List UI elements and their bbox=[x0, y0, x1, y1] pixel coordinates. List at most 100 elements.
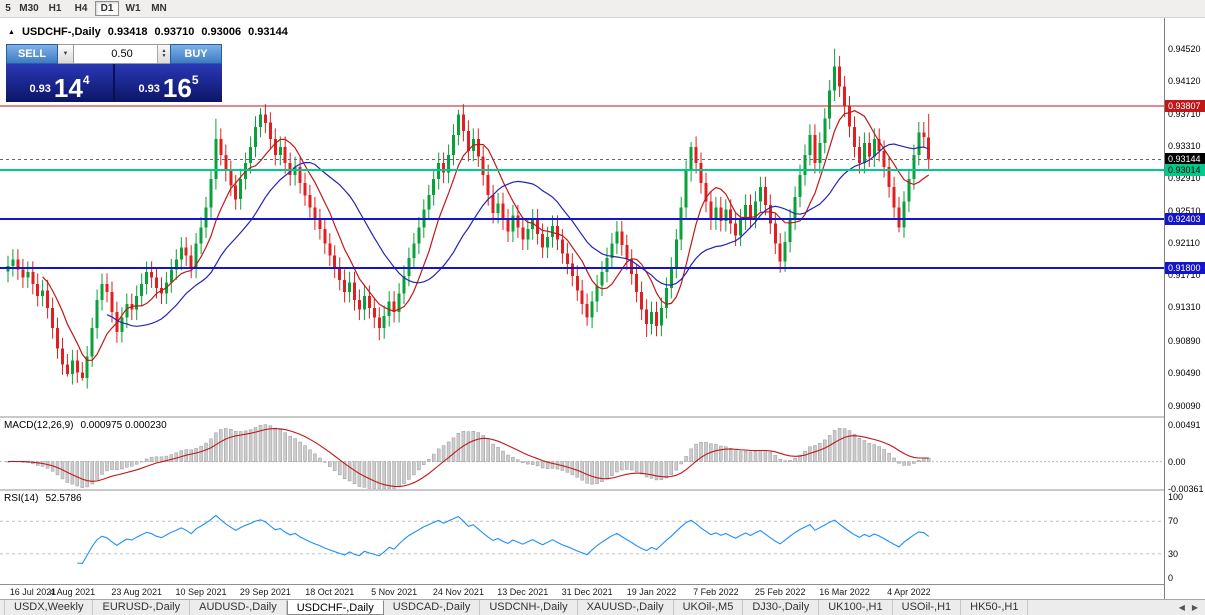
tab-uk100-h1[interactable]: UK100-,H1 bbox=[819, 600, 893, 615]
buy-price-big-digits: 16 bbox=[162, 73, 192, 103]
date-label: 7 Feb 2022 bbox=[693, 587, 739, 597]
rsi-tick: 100 bbox=[1168, 492, 1184, 502]
tab-xauusd-daily[interactable]: XAUUSD-,Daily bbox=[578, 600, 674, 615]
tab-usdx-weekly[interactable]: USDX,Weekly bbox=[4, 600, 94, 615]
ohlc-close: 0.93144 bbox=[248, 26, 288, 38]
candlestick-canvas[interactable] bbox=[0, 18, 1164, 416]
rsi-pane[interactable]: RSI(14) 52.5786 bbox=[0, 491, 1164, 584]
price-tick: 0.91710 bbox=[1168, 270, 1201, 280]
timeframe-d1[interactable]: D1 bbox=[95, 1, 119, 16]
tabs-scroll-right-icon[interactable]: ▶ bbox=[1191, 603, 1198, 612]
chevron-down-icon: ▼ bbox=[62, 51, 69, 57]
price-tick: 0.92110 bbox=[1168, 238, 1200, 248]
price-tag: 0.92403 bbox=[1165, 213, 1205, 225]
tab-usdchf-daily[interactable]: USDCHF-,Daily bbox=[286, 600, 384, 615]
price-tick: 0.94120 bbox=[1168, 76, 1201, 86]
tab-usoil-h1[interactable]: USOil-,H1 bbox=[893, 600, 962, 615]
timeframe-m30[interactable]: M30 bbox=[17, 1, 41, 16]
spinner-up-icon: ▲ bbox=[161, 48, 167, 54]
price-tick: 0.93310 bbox=[1168, 141, 1201, 151]
price-pane[interactable]: ▲ USDCHF-,Daily 0.93418 0.93710 0.93006 … bbox=[0, 18, 1164, 416]
price-tick: 0.92910 bbox=[1168, 173, 1201, 183]
price-tag: 0.93014 bbox=[1165, 164, 1205, 176]
chart-symbol-icon: ▲ bbox=[8, 29, 15, 36]
tab-audusd-daily[interactable]: AUDUSD-,Daily bbox=[190, 600, 287, 615]
time-axis[interactable]: 16 Jul 2021 4 Aug 2021 23 Aug 2021 10 Sep 2… bbox=[0, 584, 1164, 599]
date-label: 23 Aug 2021 bbox=[111, 587, 162, 597]
lot-spinner[interactable]: ▲ ▼ bbox=[157, 45, 170, 63]
rsi-canvas[interactable] bbox=[0, 491, 1164, 584]
buy-price-pipette: 5 bbox=[191, 73, 199, 87]
buy-price[interactable]: 0.93 16 5 bbox=[115, 64, 222, 102]
price-tick: 0.90090 bbox=[1168, 401, 1201, 411]
price-tick: 0.92510 bbox=[1168, 206, 1201, 216]
price-divider bbox=[113, 64, 115, 102]
tab-scroll-controls: ◀ ▶ bbox=[1172, 600, 1205, 615]
chart-tabs: USDX,Weekly EURUSD-,Daily AUDUSD-,Daily … bbox=[0, 599, 1205, 615]
sell-price-prefix: 0.93 bbox=[29, 83, 51, 95]
tab-usdcad-daily[interactable]: USDCAD-,Daily bbox=[384, 600, 481, 615]
date-label: 4 Apr 2022 bbox=[887, 587, 931, 597]
timeframe-toolbar: 5 M30 H1 H4 D1 W1 MN bbox=[0, 0, 1205, 18]
timeframe-w1[interactable]: W1 bbox=[121, 1, 145, 16]
tab-dj30-daily[interactable]: DJ30-,Daily bbox=[743, 600, 820, 615]
date-label: 19 Jan 2022 bbox=[626, 587, 677, 597]
price-tick: 0.93710 bbox=[1168, 109, 1201, 119]
date-label: 16 Mar 2022 bbox=[819, 587, 870, 597]
buy-button[interactable]: BUY bbox=[170, 44, 222, 64]
price-tick: 0.94520 bbox=[1168, 44, 1201, 54]
bid-ask-display: 0.93 14 4 0.93 16 5 bbox=[6, 64, 222, 102]
price-tick: 0.90890 bbox=[1168, 336, 1201, 346]
buy-price-prefix: 0.93 bbox=[138, 83, 160, 95]
macd-tick: -0.00361 bbox=[1168, 484, 1204, 494]
rsi-indicator-label: RSI(14) 52.5786 bbox=[4, 493, 82, 504]
timeframe-mn[interactable]: MN bbox=[147, 1, 171, 16]
sell-price[interactable]: 0.93 14 4 bbox=[6, 64, 113, 102]
date-label: 31 Dec 2021 bbox=[561, 587, 613, 597]
price-tag: 0.93144 bbox=[1165, 153, 1205, 165]
timeframe-h4[interactable]: H4 bbox=[69, 1, 93, 16]
lot-size-value: 0.50 bbox=[111, 48, 133, 60]
ohlc-high: 0.93710 bbox=[154, 26, 195, 38]
chart-area: ▲ USDCHF-,Daily 0.93418 0.93710 0.93006 … bbox=[0, 18, 1164, 599]
ohlc-low: 0.93006 bbox=[201, 26, 242, 38]
date-label: 16 Jul 2021 bbox=[9, 587, 57, 597]
spinner-down-icon: ▼ bbox=[161, 53, 167, 59]
price-scale[interactable]: 0.94520 0.94120 0.93710 0.93310 0.92910 0.925… bbox=[1164, 18, 1205, 599]
rsi-tick: 30 bbox=[1168, 549, 1179, 559]
sell-price-pipette: 4 bbox=[82, 73, 90, 87]
timeframe-m5[interactable]: 5 bbox=[1, 1, 15, 16]
tab-hk50-h1[interactable]: HK50-,H1 bbox=[961, 600, 1029, 615]
date-label: 24 Nov 2021 bbox=[432, 587, 484, 597]
rsi-tick: 0 bbox=[1168, 573, 1174, 583]
macd-pane[interactable]: MACD(12,26,9) 0.000975 0.000230 bbox=[0, 418, 1164, 489]
tab-ukoil-m5[interactable]: UKOil-,M5 bbox=[674, 600, 744, 615]
date-label: 4 Aug 2021 bbox=[49, 587, 96, 597]
date-label: 29 Sep 2021 bbox=[239, 587, 291, 597]
chart-symbol-label: USDCHF-,Daily bbox=[21, 26, 101, 38]
macd-tick: 0.00491 bbox=[1168, 420, 1201, 430]
tabs-scroll-left-icon[interactable]: ◀ bbox=[1178, 603, 1185, 612]
macd-name: MACD(12,26,9) bbox=[4, 420, 74, 431]
sell-button[interactable]: SELL bbox=[6, 44, 58, 64]
macd-indicator-label: MACD(12,26,9) 0.000975 0.000230 bbox=[4, 420, 167, 431]
tab-eurusd-daily[interactable]: EURUSD-,Daily bbox=[93, 600, 191, 615]
macd-canvas[interactable] bbox=[0, 418, 1164, 489]
price-tag: 0.91800 bbox=[1165, 262, 1205, 274]
date-label: 13 Dec 2021 bbox=[497, 587, 549, 597]
rsi-name: RSI(14) bbox=[4, 493, 39, 504]
rsi-tick: 70 bbox=[1168, 516, 1179, 526]
pane-splitter[interactable] bbox=[0, 416, 1164, 418]
price-tag: 0.93807 bbox=[1165, 100, 1205, 112]
tab-usdcnh-daily[interactable]: USDCNH-,Daily bbox=[480, 600, 578, 615]
lot-size-input[interactable]: 0.50 ▲ ▼ bbox=[74, 44, 170, 64]
chart-title: ▲ USDCHF-,Daily 0.93418 0.93710 0.93006 … bbox=[8, 26, 288, 38]
ohlc-open: 0.93418 bbox=[107, 26, 148, 38]
date-label: 25 Feb 2022 bbox=[754, 587, 806, 597]
date-label: 10 Sep 2021 bbox=[175, 587, 227, 597]
sell-price-big-digits: 14 bbox=[53, 73, 83, 103]
macd-values: 0.000975 0.000230 bbox=[80, 420, 167, 431]
pane-splitter[interactable] bbox=[0, 489, 1164, 491]
timeframe-h1[interactable]: H1 bbox=[43, 1, 67, 16]
order-options-dropdown[interactable]: ▼ bbox=[58, 44, 74, 64]
